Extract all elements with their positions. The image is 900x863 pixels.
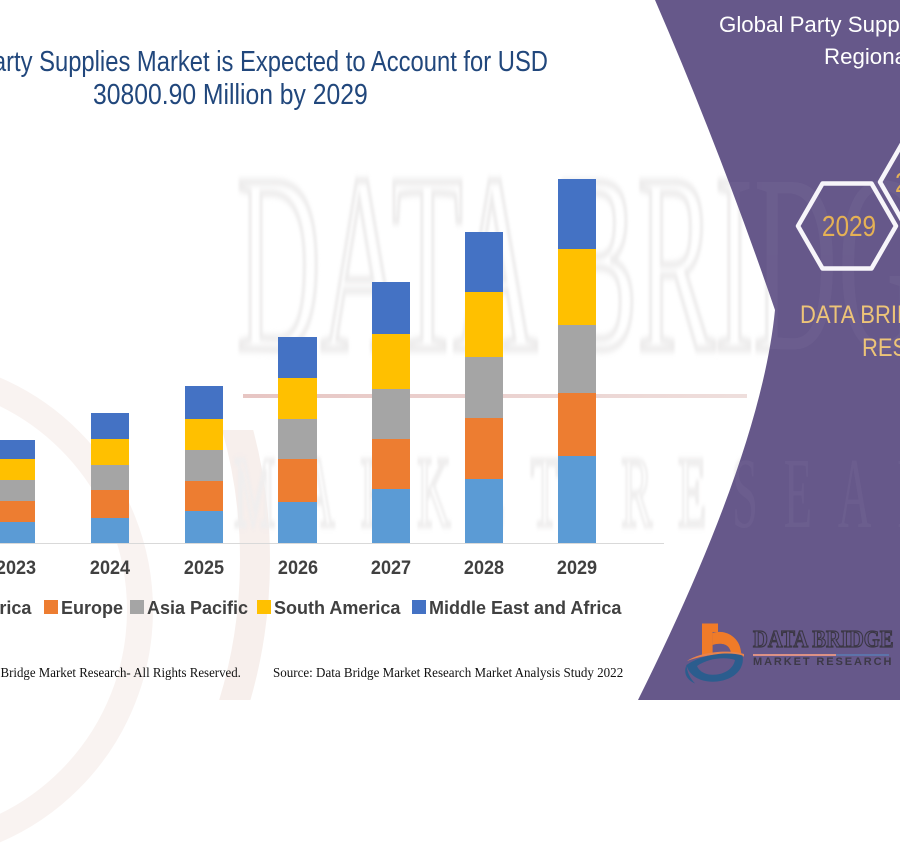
svg-text:DATA BRIDGE: DATA BRIDGE [237,121,900,404]
svg-text:MARKET RESEARCH: MARKET RESEARCH [234,438,900,550]
